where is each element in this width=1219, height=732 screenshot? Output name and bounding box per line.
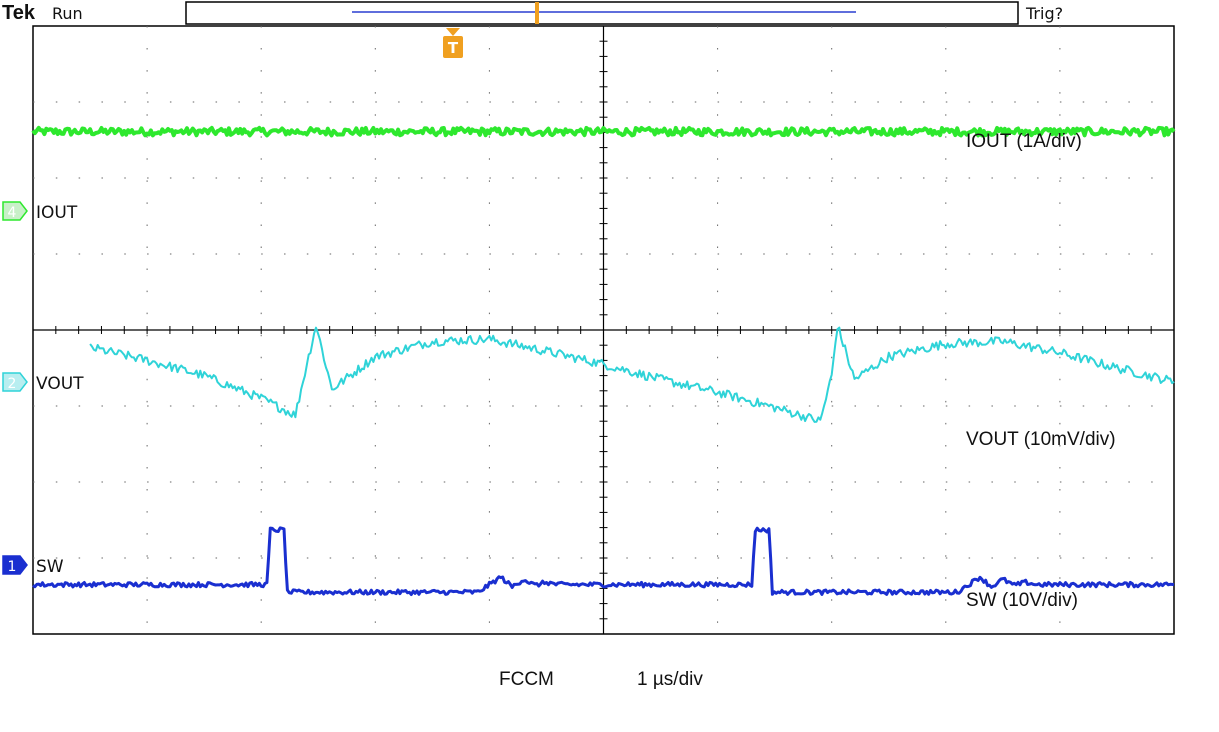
run-status: Run — [52, 4, 83, 23]
channel-4-marker: 4 IOUT — [2, 201, 78, 223]
graticule-grid — [32, 25, 1175, 635]
timebase-label: 1 µs/div — [637, 669, 703, 690]
trigger-marker: T — [443, 28, 463, 58]
channel-4-number: 4 — [8, 205, 17, 221]
channel-2-marker: 2 VOUT — [2, 372, 84, 394]
channel-1-label: SW — [36, 557, 64, 577]
trace-vout — [89, 326, 1175, 423]
trigger-position-marker — [535, 2, 539, 24]
channel-1-number: 1 — [8, 559, 17, 575]
brand-logo: Tek — [2, 2, 36, 24]
trigger-status: Trig? — [1025, 4, 1063, 23]
waveform-traces — [31, 125, 1176, 596]
channel-2-number: 2 — [8, 376, 17, 392]
channel-1-marker: 1 SW — [2, 555, 64, 577]
trace-iout — [31, 125, 1176, 138]
vout-caption: VOUT (10mV/div) — [966, 429, 1116, 450]
record-view-bar — [185, 1, 1019, 25]
trigger-marker-label: T — [448, 39, 459, 57]
mode-label: FCCM — [499, 669, 554, 690]
trace-sw — [32, 526, 1175, 596]
sw-caption: SW (10V/div) — [966, 590, 1078, 611]
channel-2-label: VOUT — [36, 374, 84, 394]
channel-4-label: IOUT — [36, 203, 78, 223]
iout-caption: IOUT (1A/div) — [966, 131, 1082, 152]
